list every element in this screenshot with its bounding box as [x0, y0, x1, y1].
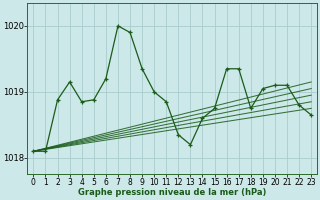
X-axis label: Graphe pression niveau de la mer (hPa): Graphe pression niveau de la mer (hPa): [78, 188, 267, 197]
